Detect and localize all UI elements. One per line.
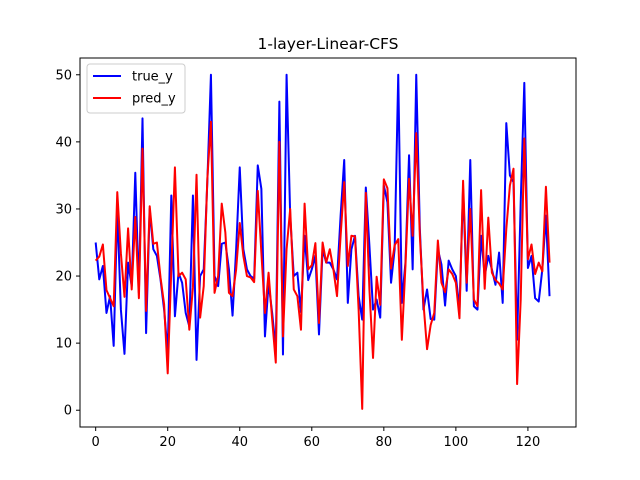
x-tick-label: 40 [231,435,248,450]
y-axis: 0 10 20 30 40 50 [55,68,80,419]
legend-label-pred_y: pred_y [132,92,176,107]
x-tick-label: 60 [304,435,321,450]
chart-title: 1-layer-Linear-CFS [257,35,398,53]
y-tick-label: 30 [55,202,72,217]
legend: true_y pred_y [86,63,186,114]
x-tick-label: 20 [159,435,176,450]
x-tick-label: 100 [443,435,468,450]
y-tick-label: 20 [55,270,72,285]
y-tick-label: 0 [64,404,72,419]
y-tick-label: 10 [55,337,72,352]
series-layer [94,73,551,410]
series-line-pred_y [94,120,551,410]
x-tick-label: 80 [376,435,393,450]
x-tick-label: 0 [92,435,100,450]
plot-area-frame [79,57,577,428]
legend-label-true_y: true_y [132,70,173,85]
x-axis: 0 20 40 60 80 100 120 [92,427,540,450]
y-tick-label: 40 [55,135,72,150]
x-tick-label: 120 [515,435,540,450]
y-tick-label: 50 [55,68,72,83]
